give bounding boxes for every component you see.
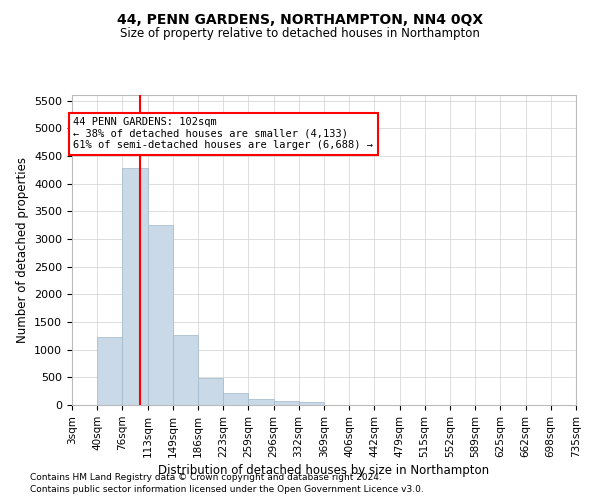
Bar [148, 225, 173, 405]
Y-axis label: Number of detached properties: Number of detached properties [16, 157, 29, 343]
Bar [274, 401, 299, 405]
Text: 44, PENN GARDENS, NORTHAMPTON, NN4 0QX: 44, PENN GARDENS, NORTHAMPTON, NN4 0QX [117, 12, 483, 26]
Bar [299, 402, 324, 405]
Bar [173, 334, 198, 405]
Bar [198, 378, 223, 405]
Text: Contains HM Land Registry data © Crown copyright and database right 2024.: Contains HM Land Registry data © Crown c… [30, 472, 382, 482]
Text: Size of property relative to detached houses in Northampton: Size of property relative to detached ho… [120, 28, 480, 40]
Text: Contains public sector information licensed under the Open Government Licence v3: Contains public sector information licen… [30, 485, 424, 494]
Bar [223, 394, 248, 405]
X-axis label: Distribution of detached houses by size in Northampton: Distribution of detached houses by size … [158, 464, 490, 477]
Text: 44 PENN GARDENS: 102sqm
← 38% of detached houses are smaller (4,133)
61% of semi: 44 PENN GARDENS: 102sqm ← 38% of detache… [73, 117, 373, 150]
Bar [248, 400, 274, 405]
Bar [122, 168, 148, 405]
Bar [97, 337, 122, 405]
